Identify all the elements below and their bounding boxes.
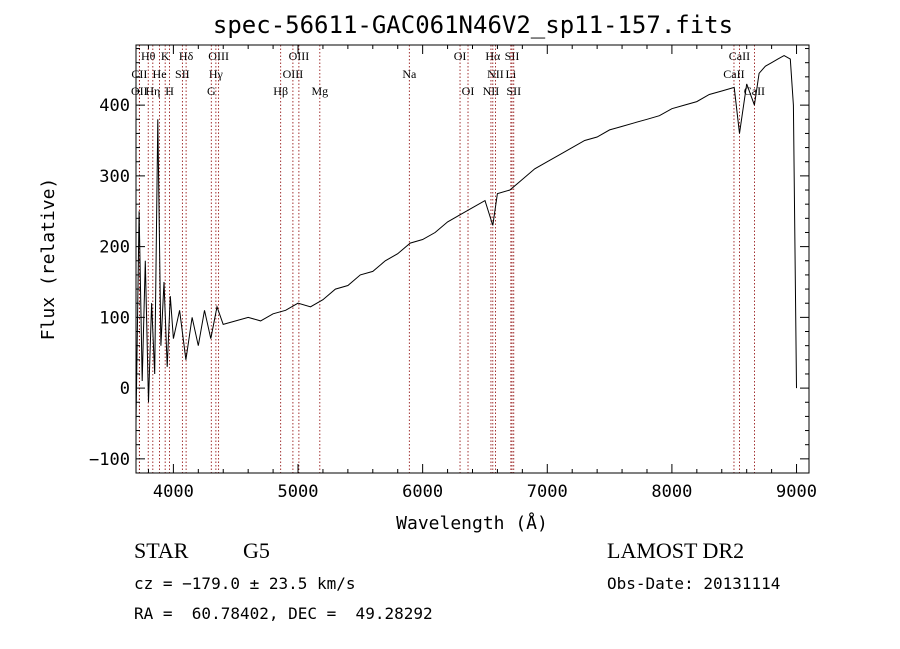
marker-label: OIII (208, 49, 229, 63)
y-tick-label: 400 (99, 96, 130, 116)
y-tick-label: 0 (120, 379, 130, 399)
marker-label: CaII (723, 67, 744, 81)
y-axis: −100 0 100 200 300 400 (89, 48, 809, 470)
x-tick-label: 8000 (651, 482, 692, 502)
y-tick-label: 100 (99, 308, 130, 328)
marker-label: Hη (145, 84, 160, 98)
x-axis: 4000 5000 6000 7000 8000 9000 (147, 45, 817, 502)
marker-label: OI (454, 49, 467, 63)
marker-label: OI (462, 84, 475, 98)
redshift-text: cz = −179.0 ± 23.5 km/s (134, 574, 356, 593)
obs-date-text: Obs-Date: 20131114 (607, 574, 780, 593)
marker-label: Li (506, 67, 517, 81)
y-tick-label: 300 (99, 167, 130, 187)
x-tick-label: 9000 (776, 482, 817, 502)
plot-frame (135, 44, 810, 474)
x-tick-label: 5000 (278, 482, 319, 502)
marker-label: OIII (283, 67, 304, 81)
coordinates-text: RA = 60.78402, DEC = 49.28292 (134, 604, 433, 623)
marker-label: CaII (729, 49, 750, 63)
marker-label: Na (402, 67, 417, 81)
marker-label: SII (505, 49, 520, 63)
marker-label: SII (175, 67, 190, 81)
survey-name: LAMOST DR2 (607, 538, 744, 563)
x-tick-label: 4000 (153, 482, 194, 502)
x-tick-label: 6000 (402, 482, 443, 502)
marker-label: Hθ (141, 49, 156, 63)
x-tick-label: 7000 (527, 482, 568, 502)
object-class: STAR (134, 538, 189, 563)
marker-label: He (153, 67, 167, 81)
marker-label: Hδ (179, 49, 194, 63)
marker-label: NII (487, 67, 504, 81)
chart-title: spec-56611-GAC061N46V2_sp11-157.fits (213, 11, 733, 39)
marker-label: CaII (744, 84, 765, 98)
object-subclass: G5 (243, 538, 270, 563)
marker-label: Hα (485, 49, 501, 63)
flux-series-line (135, 55, 797, 424)
y-tick-label: −100 (89, 450, 130, 470)
marker-label: Mg (311, 84, 328, 98)
marker-label: K (161, 49, 170, 63)
marker-label: Hβ (273, 84, 288, 98)
marker-label: G (207, 84, 216, 98)
marker-label: OIII (289, 49, 310, 63)
marker-label: SII (506, 84, 521, 98)
marker-label: NII (483, 84, 500, 98)
marker-label: H (165, 84, 174, 98)
x-axis-label: Wavelength (Å) (396, 512, 548, 534)
y-axis-label: Flux (relative) (38, 178, 59, 341)
y-tick-label: 200 (99, 238, 130, 258)
marker-label: Hγ (209, 67, 224, 81)
